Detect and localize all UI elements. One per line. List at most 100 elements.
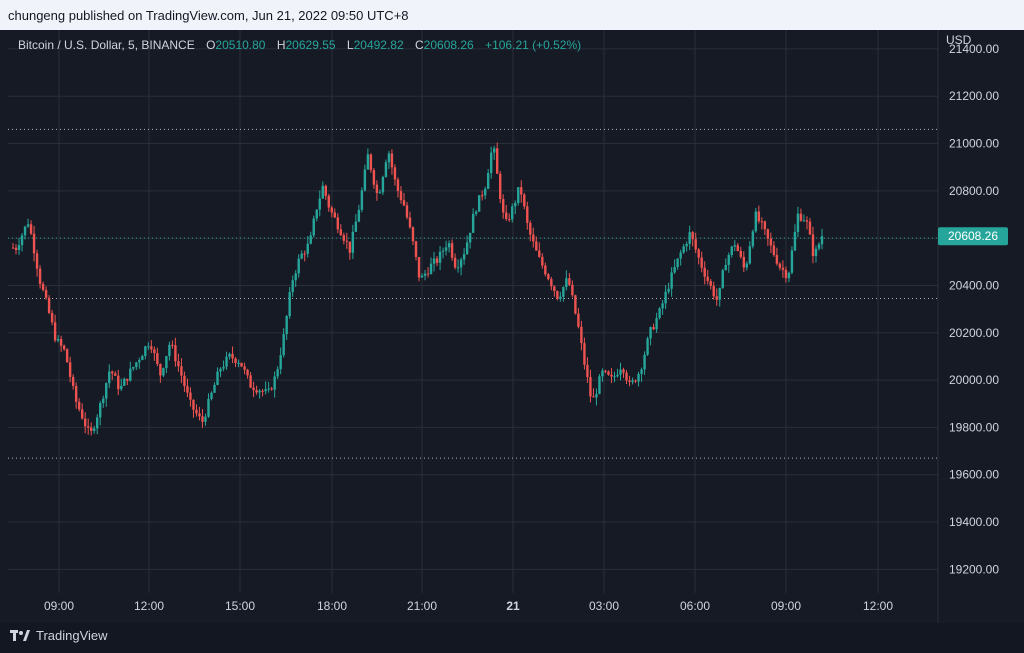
candle-body[interactable] — [216, 371, 219, 385]
candle-body[interactable] — [381, 176, 385, 193]
candle-body[interactable] — [414, 241, 418, 258]
candle-body[interactable] — [123, 378, 126, 386]
candle-body[interactable] — [390, 153, 394, 168]
candle-body[interactable] — [26, 224, 30, 227]
candle-body[interactable] — [171, 344, 174, 346]
candle-body[interactable] — [799, 213, 803, 221]
candle-body[interactable] — [102, 398, 105, 404]
candle-body[interactable] — [246, 369, 249, 376]
candle-body[interactable] — [38, 268, 42, 284]
candle-body[interactable] — [438, 251, 442, 263]
candle-body[interactable] — [129, 368, 132, 381]
candle-body[interactable] — [420, 275, 424, 278]
candle-body[interactable] — [240, 362, 243, 367]
candle-body[interactable] — [468, 232, 472, 243]
candle-body[interactable] — [180, 366, 183, 376]
candle-body[interactable] — [20, 235, 24, 246]
candle-body[interactable] — [559, 296, 562, 299]
candle-body[interactable] — [32, 233, 36, 254]
candle-body[interactable] — [186, 386, 189, 393]
candle-body[interactable] — [492, 148, 496, 153]
candle-body[interactable] — [450, 243, 454, 258]
tradingview-logo[interactable]: TradingView — [10, 628, 108, 643]
candle-body[interactable] — [207, 398, 210, 417]
candle-body[interactable] — [727, 254, 730, 265]
candle-body[interactable] — [802, 220, 806, 222]
candle-body[interactable] — [754, 211, 758, 232]
candle-body[interactable] — [550, 279, 553, 287]
candle-body[interactable] — [50, 312, 54, 323]
candle-body[interactable] — [724, 264, 727, 271]
candle-body[interactable] — [808, 221, 812, 235]
candle-body[interactable] — [796, 213, 800, 233]
candle-body[interactable] — [183, 375, 186, 387]
candle-body[interactable] — [120, 385, 123, 390]
candle-body[interactable] — [625, 372, 628, 381]
candle-body[interactable] — [751, 231, 755, 247]
candle-body[interactable] — [652, 327, 655, 330]
candle-body[interactable] — [508, 219, 511, 221]
candle-body[interactable] — [817, 244, 821, 249]
candle-body[interactable] — [44, 290, 48, 298]
candle-body[interactable] — [511, 206, 514, 220]
candle-body[interactable] — [820, 236, 824, 245]
candle-body[interactable] — [706, 276, 709, 281]
candle-body[interactable] — [117, 375, 120, 390]
candle-body[interactable] — [71, 376, 75, 386]
candle-body[interactable] — [474, 211, 478, 214]
candle-body[interactable] — [462, 254, 466, 260]
candle-body[interactable] — [715, 296, 718, 300]
candle-body[interactable] — [781, 267, 785, 270]
candle-body[interactable] — [297, 258, 300, 274]
candle-body[interactable] — [535, 241, 538, 251]
candle-body[interactable] — [634, 380, 637, 382]
candle-body[interactable] — [198, 413, 201, 417]
candle-body[interactable] — [766, 229, 770, 239]
candle-body[interactable] — [486, 173, 490, 189]
candle-body[interactable] — [628, 380, 631, 382]
candle-body[interactable] — [252, 387, 255, 391]
candle-body[interactable] — [321, 185, 324, 199]
candle-body[interactable] — [670, 272, 673, 289]
candle-body[interactable] — [318, 198, 321, 210]
candle-body[interactable] — [53, 322, 57, 341]
candle-body[interactable] — [288, 292, 291, 317]
candle-body[interactable] — [213, 384, 216, 393]
candle-body[interactable] — [480, 195, 484, 197]
candle-body[interactable] — [270, 388, 273, 390]
candle-body[interactable] — [417, 257, 421, 278]
candle-body[interactable] — [499, 173, 502, 200]
candle-body[interactable] — [99, 403, 102, 418]
candle-body[interactable] — [787, 272, 791, 279]
candle-body[interactable] — [631, 380, 634, 382]
candle-body[interactable] — [312, 218, 315, 236]
candle-body[interactable] — [336, 217, 340, 230]
candle-body[interactable] — [574, 295, 577, 314]
candle-body[interactable] — [643, 354, 646, 370]
candle-body[interactable] — [757, 211, 761, 222]
candle-body[interactable] — [147, 346, 150, 348]
candle-body[interactable] — [333, 212, 336, 218]
candle-body[interactable] — [309, 235, 312, 244]
candle-body[interactable] — [396, 179, 400, 192]
candle-body[interactable] — [273, 376, 276, 390]
candle-body[interactable] — [601, 370, 604, 377]
candle-body[interactable] — [369, 154, 373, 171]
candle-body[interactable] — [583, 343, 586, 365]
candle-body[interactable] — [541, 256, 544, 266]
candle-body[interactable] — [222, 366, 225, 369]
candle-body[interactable] — [243, 366, 246, 370]
candle-body[interactable] — [86, 426, 90, 428]
candle-body[interactable] — [375, 184, 379, 193]
candle-body[interactable] — [505, 212, 508, 220]
candle-body[interactable] — [769, 238, 773, 246]
candle-body[interactable] — [14, 247, 18, 251]
candle-body[interactable] — [144, 346, 147, 357]
candle-body[interactable] — [688, 232, 691, 244]
candle-body[interactable] — [613, 376, 616, 378]
candle-body[interactable] — [805, 220, 809, 222]
candle-body[interactable] — [718, 287, 721, 300]
price-axis-panel[interactable] — [938, 30, 1024, 623]
candle-body[interactable] — [775, 254, 779, 264]
candle-body[interactable] — [402, 200, 406, 206]
